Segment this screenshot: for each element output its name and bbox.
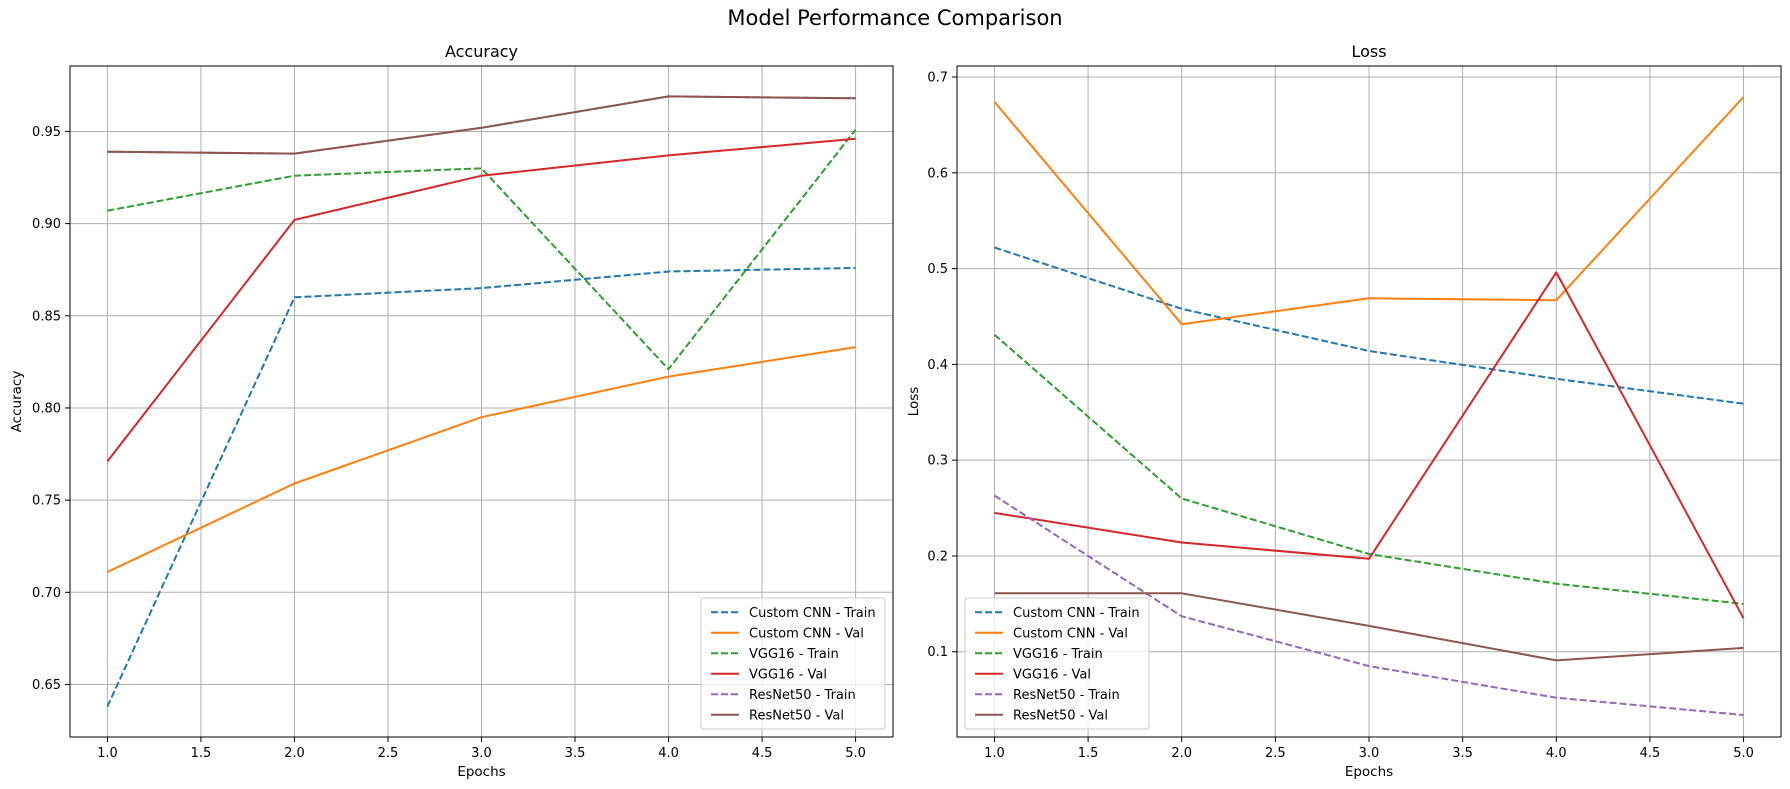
accuracy-legend-box: [700, 597, 886, 730]
loss-x-tick-label-5: 3.5: [1452, 746, 1473, 761]
loss-legend: Custom CNN - Train Custom CNN - Val VGG16 …: [964, 597, 1150, 730]
accuracy-x-axis-label: Epochs: [457, 764, 505, 780]
accuracy-x-tick-label-4: 3.0: [471, 746, 492, 761]
loss-series-line-3: [994, 271, 1745, 619]
accuracy-x-tick-label-0: 1.0: [97, 746, 118, 761]
loss-y-tick-label-0: 0.1: [927, 645, 948, 660]
loss-legend-box: [964, 597, 1150, 730]
loss-x-tick-label-4: 3.0: [1359, 746, 1380, 761]
loss-series-line-4: [993, 494, 1744, 716]
accuracy-x-tick-label-6: 4.0: [658, 746, 679, 761]
loss-y-tick-label-2: 0.3: [927, 454, 948, 469]
accuracy-y-tick-label-4: 0.85: [32, 309, 61, 324]
loss-legend-label-3: VGG16 - Val: [1013, 667, 1091, 682]
loss-y-axis-label: Loss: [906, 387, 922, 417]
loss-legend-label-0: Custom CNN - Train: [1013, 606, 1140, 621]
accuracy-panel: Accuracy 1.0 1.5 2.0 2.5 3.0 3.5 4.0 4.5 5.0 0.65 0…: [9, 42, 894, 780]
accuracy-legend-label-5: ResNet50 - Val: [749, 708, 844, 723]
accuracy-x-tick-label-7: 4.5: [752, 746, 773, 761]
accuracy-y-axis-label: Accuracy: [9, 371, 25, 433]
loss-x-axis-label: Epochs: [1345, 764, 1393, 780]
loss-y-tick-label-5: 0.6: [927, 166, 948, 181]
accuracy-y-tick-label-0: 0.65: [32, 678, 61, 693]
accuracy-x-tick-label-2: 2.0: [284, 746, 305, 761]
loss-series-line-2: [993, 333, 1744, 605]
loss-x-tick-label-0: 1.0: [984, 746, 1005, 761]
accuracy-x-tick-label-5: 3.5: [565, 746, 586, 761]
accuracy-series-line-3: [106, 137, 856, 463]
accuracy-legend-label-4: ResNet50 - Train: [749, 688, 856, 703]
accuracy-series-line-0: [106, 266, 856, 708]
loss-legend-label-5: ResNet50 - Val: [1013, 708, 1108, 723]
accuracy-x-tick-label-1: 1.5: [191, 746, 212, 761]
loss-series-line-5: [994, 592, 1744, 662]
loss-x-tick-label-3: 2.5: [1265, 746, 1286, 761]
loss-x-tick-label-1: 1.5: [1078, 746, 1099, 761]
loss-panel-title: Loss: [1351, 42, 1386, 61]
accuracy-y-tick-label-2: 0.75: [32, 494, 61, 509]
loss-y-tick-label-3: 0.4: [927, 358, 948, 373]
loss-legend-label-1: Custom CNN - Val: [1013, 626, 1128, 641]
loss-series-line-1: [993, 96, 1745, 326]
loss-y-tick-label-6: 0.7: [927, 71, 948, 86]
accuracy-legend: Custom CNN - Train Custom CNN - Val VGG16 …: [700, 597, 886, 730]
accuracy-y-tick-label-6: 0.95: [32, 125, 61, 140]
accuracy-legend-label-2: VGG16 - Train: [749, 647, 839, 662]
accuracy-y-tick-label-3: 0.80: [32, 401, 61, 416]
accuracy-x-tick-label-8: 5.0: [845, 746, 866, 761]
loss-x-tick-label-7: 4.5: [1640, 746, 1661, 761]
accuracy-panel-title: Accuracy: [445, 42, 518, 61]
figure-title: Model Performance Comparison: [727, 6, 1062, 30]
accuracy-legend-label-0: Custom CNN - Train: [749, 606, 876, 621]
accuracy-series-line-1: [106, 346, 856, 573]
loss-legend-label-4: ResNet50 - Train: [1013, 688, 1120, 703]
loss-x-tick-label-2: 2.0: [1171, 746, 1192, 761]
loss-x-tick-label-8: 5.0: [1733, 746, 1754, 761]
accuracy-y-tick-label-1: 0.70: [32, 586, 61, 601]
loss-y-tick-label-1: 0.2: [927, 549, 948, 564]
accuracy-x-tick-label-3: 2.5: [378, 746, 399, 761]
accuracy-legend-label-1: Custom CNN - Val: [749, 626, 864, 641]
accuracy-y-tick-label-5: 0.90: [32, 217, 61, 232]
loss-x-tick-label-6: 4.0: [1546, 746, 1567, 761]
accuracy-series-line-2: [107, 128, 857, 371]
loss-legend-label-2: VGG16 - Train: [1013, 647, 1103, 662]
loss-panel: Loss 1.0 1.5 2.0 2.5 3.0 3.5 4.0 4.5 5.0 0.1 0.2 0.3…: [906, 42, 1782, 780]
accuracy-legend-label-3: VGG16 - Val: [749, 667, 827, 682]
loss-y-tick-label-4: 0.5: [927, 262, 948, 277]
accuracy-series-line-5: [107, 95, 856, 155]
